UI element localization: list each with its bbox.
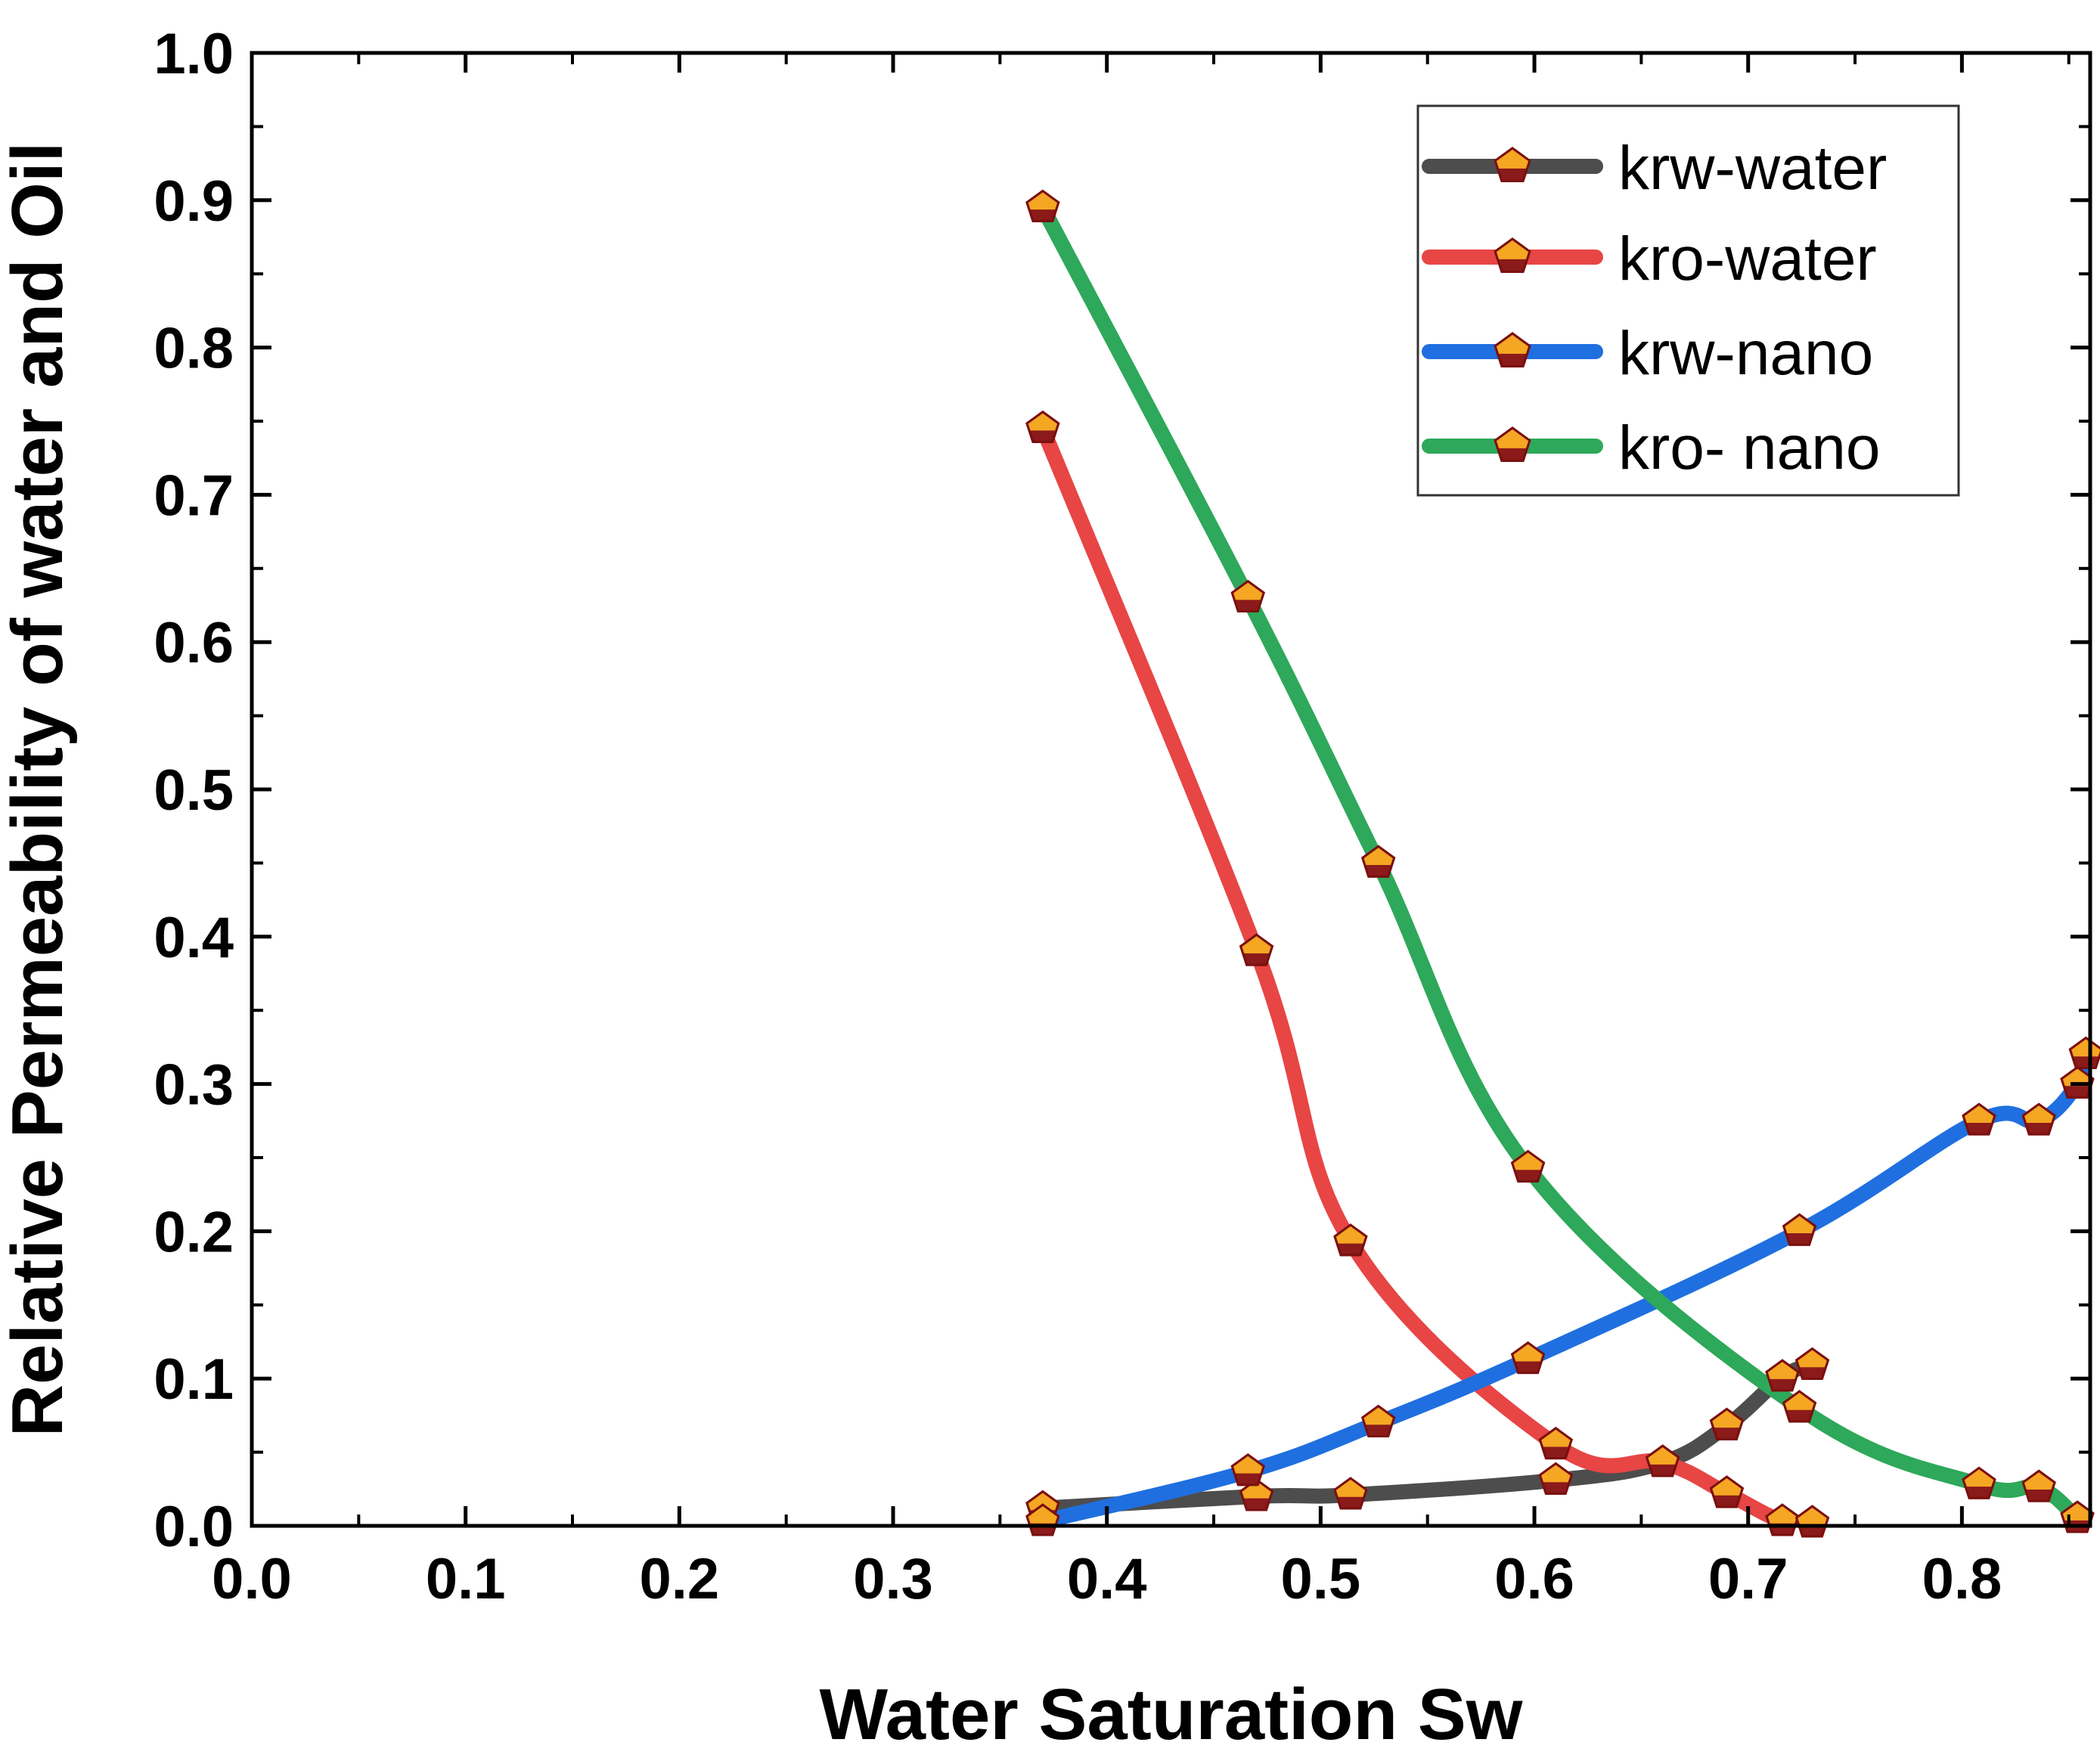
data-point-marker [1239,1478,1274,1511]
y-tick-label: 0.0 [154,1495,234,1559]
y-axis-title: Relative Permeability of water and Oil [0,142,78,1437]
legend-marker [1494,237,1531,273]
data-point-marker [1230,1453,1265,1487]
legend-marker [1494,426,1531,462]
data-point-marker [1962,1102,1996,1136]
data-point-marker [1709,1475,1745,1508]
x-axis-title: Water Saturation Sw [820,1674,1523,1755]
data-point-marker [1510,1149,1546,1183]
data-point-marker [1645,1444,1680,1477]
data-point-marker [1782,1390,1817,1423]
y-tick-label: 1.0 [154,22,234,86]
data-point-marker [1765,1359,1800,1392]
data-point-marker [1333,1223,1368,1257]
data-point-marker [1794,1505,1830,1538]
data-point-marker [1510,1341,1546,1375]
x-tick-label: 0.3 [853,1547,933,1611]
data-point-marker [1709,1407,1745,1440]
y-tick-label: 0.3 [154,1053,234,1118]
data-point-marker [1782,1213,1817,1246]
x-tick-label: 0.6 [1494,1547,1574,1611]
legend-label: krw-water [1618,134,1887,203]
data-point-marker [1538,1427,1574,1460]
marker-layer [1025,189,2100,1538]
data-point-marker [2068,1036,2100,1069]
y-tick-label: 0.9 [154,169,234,234]
y-tick-label: 0.7 [154,464,234,528]
y-tick-label: 0.2 [154,1200,234,1264]
data-point-marker [2021,1102,2056,1136]
x-tick-label: 0.2 [640,1547,720,1611]
data-point-marker [1962,1466,1996,1499]
y-tick-label: 0.5 [154,758,234,823]
x-tick-label: 0.5 [1281,1547,1361,1611]
legend-marker [1494,332,1531,367]
data-point-marker [1333,1477,1368,1510]
legend-marker [1494,147,1531,182]
x-tick-label: 0.8 [1922,1547,2002,1611]
data-point-marker [1538,1462,1574,1495]
y-tick-label: 0.4 [154,906,234,970]
y-tick-label: 0.1 [154,1347,234,1412]
legend-label: kro-water [1618,225,1877,293]
data-point-marker [1361,1404,1396,1437]
y-tick-label: 0.8 [154,317,234,381]
chart-legend: krw-water kro-water krw-nano kro- nano [1416,104,1960,497]
x-tick-label: 0.1 [426,1547,506,1611]
tick-layer: 0.0 0.1 0.2 0.3 0.4 0.5 0.6 0.7 0.8 0.0 0.1 0.2 0.3 0… [154,22,2090,1611]
x-tick-label: 0.0 [212,1547,292,1611]
x-tick-label: 0.4 [1067,1547,1147,1611]
data-point-marker [1239,933,1274,966]
data-point-marker [2021,1469,2056,1502]
data-point-marker [1025,410,1060,444]
data-point-marker [1361,845,1396,878]
data-point-marker [1025,189,1060,222]
legend-label: kro- nano [1618,414,1880,482]
data-point-marker [1794,1347,1830,1380]
y-tick-label: 0.6 [154,611,234,675]
data-point-marker [1230,579,1265,613]
x-tick-label: 0.7 [1708,1547,1788,1611]
legend-label: krw-nano [1618,319,1873,388]
